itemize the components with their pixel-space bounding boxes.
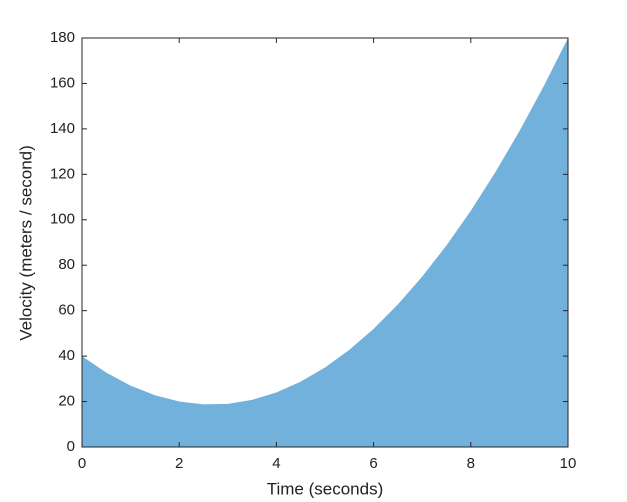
- area: [82, 38, 568, 447]
- y-axis-label: Velocity (meters / second): [16, 145, 35, 341]
- x-tick-label: 2: [175, 455, 183, 472]
- plot-frame: [81, 37, 569, 448]
- x-tick-label: 4: [272, 455, 280, 472]
- y-tick-label: 140: [50, 120, 75, 137]
- y-tick-label: 180: [50, 29, 75, 46]
- x-tick-label: 6: [369, 455, 377, 472]
- y-tick-label: 80: [58, 256, 75, 273]
- y-tick-label: 120: [50, 165, 75, 182]
- y-tick-label: 40: [58, 347, 75, 364]
- x-tick-label: 10: [560, 455, 577, 472]
- x-tick-label: 8: [467, 455, 475, 472]
- y-tick-label: 0: [67, 438, 75, 455]
- y-tick-label: 60: [58, 302, 75, 319]
- x-tick-label: 0: [78, 455, 86, 472]
- y-tick-label: 20: [58, 393, 75, 410]
- x-axis-label: Time (seconds): [267, 479, 384, 498]
- y-tick-label: 100: [50, 211, 75, 228]
- y-tick-label: 160: [50, 74, 75, 91]
